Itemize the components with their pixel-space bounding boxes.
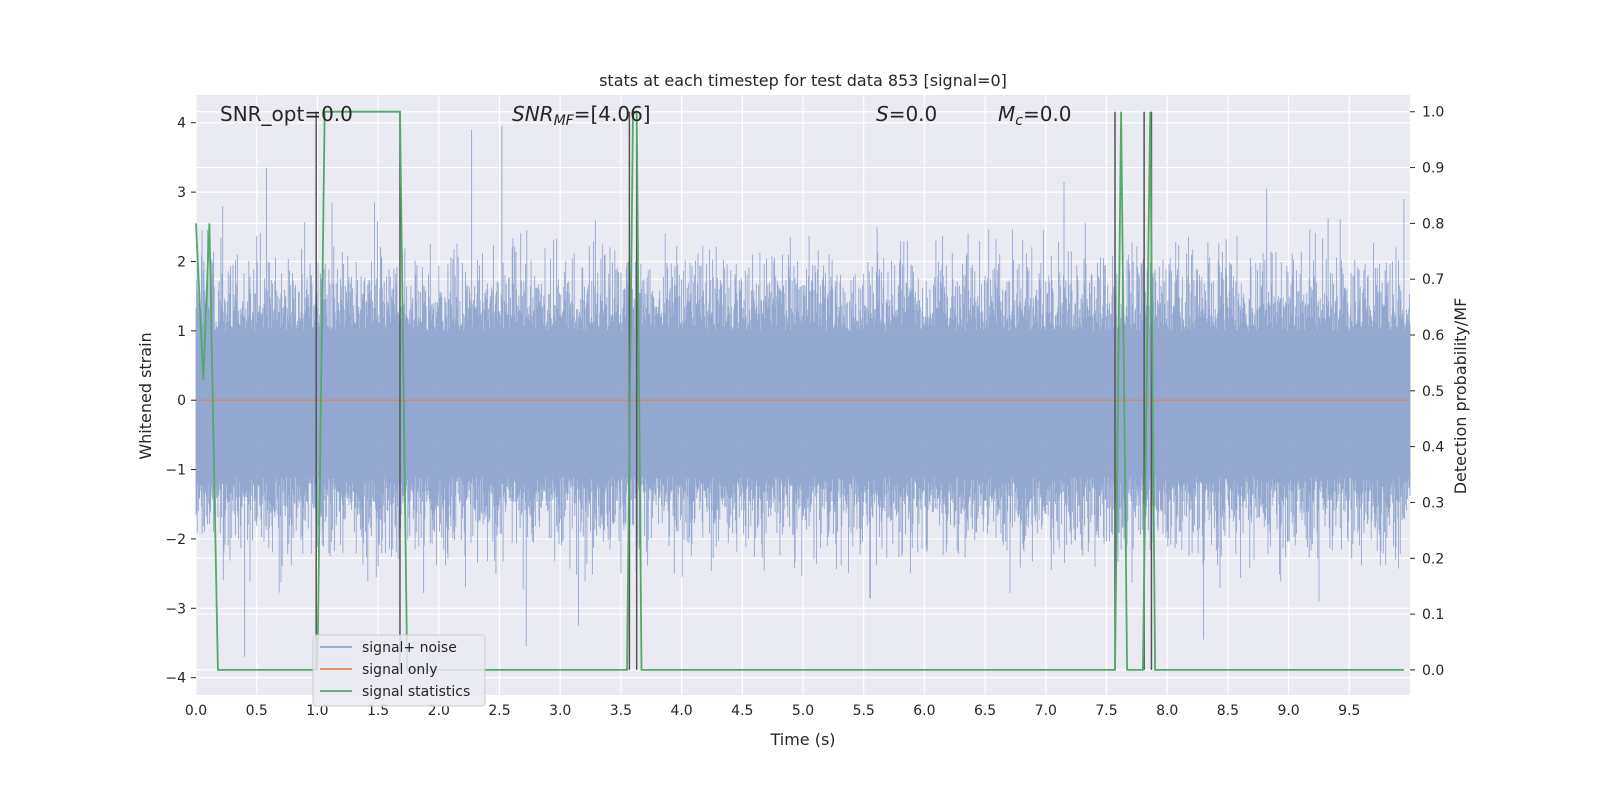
- x-tick-label: 9.5: [1338, 703, 1360, 719]
- y2-tick-label: 0.4: [1422, 440, 1444, 456]
- annotation-mc: Mc=0.0: [998, 102, 1072, 129]
- x-tick-label: 6.0: [913, 703, 935, 719]
- y2-axis-label: Detection probability/MF: [1451, 298, 1470, 495]
- y2-tick-label: 0.1: [1422, 607, 1444, 623]
- y2-tick-label: 1.0: [1422, 105, 1444, 121]
- x-tick-label: 3.5: [610, 703, 632, 719]
- x-tick-label: 2.0: [428, 703, 450, 719]
- y-tick-label: 2: [177, 254, 186, 270]
- y-tick-label: 0: [177, 393, 186, 409]
- legend-label-signal-only: signal only: [362, 662, 437, 678]
- x-tick-label: 6.5: [974, 703, 996, 719]
- series-signal-statistics: [195, 110, 1404, 671]
- y-tick-label: −2: [165, 532, 186, 548]
- legend-label-signal-statistics: signal statistics: [362, 684, 470, 700]
- axis-ticks: 0.0 0.5 1.0 1.5 2.0 2.5 3.0 3.5 4.0 4.5 5.0 5.5 6.0 6…: [165, 105, 1444, 719]
- series-signal-noise: [195, 126, 1411, 657]
- x-tick-label: 1.0: [306, 703, 328, 719]
- y-tick-label: −1: [165, 463, 186, 479]
- y-tick-label: 1: [177, 324, 186, 340]
- x-tick-label: 7.0: [1035, 703, 1057, 719]
- y-tick-label: 4: [177, 116, 186, 132]
- x-tick-label: 2.5: [488, 703, 510, 719]
- noise-series: [195, 126, 1411, 657]
- y2-tick-label: 0.8: [1422, 216, 1444, 232]
- y2-tick-label: 0.0: [1422, 663, 1444, 679]
- series-layer: [195, 110, 1410, 671]
- y2-tick-label: 0.5: [1422, 384, 1444, 400]
- y-axis-label: Whitened strain: [136, 332, 155, 459]
- legend-label-signal-noise: signal+ noise: [362, 640, 457, 656]
- x-tick-label: 4.5: [731, 703, 753, 719]
- x-tick-label: 5.5: [853, 703, 875, 719]
- x-axis-label: Time (s): [769, 730, 835, 749]
- x-tick-label: 0.5: [246, 703, 268, 719]
- x-tick-label: 8.5: [1217, 703, 1239, 719]
- y2-tick-label: 0.7: [1422, 272, 1444, 288]
- y2-tick-label: 0.6: [1422, 328, 1444, 344]
- x-tick-label: 1.5: [367, 703, 389, 719]
- legend: signal+ noise signal only signal statist…: [312, 634, 486, 707]
- y2-tick-label: 0.9: [1422, 161, 1444, 177]
- y2-tick-label: 0.2: [1422, 551, 1444, 567]
- y-tick-label: −3: [165, 601, 186, 617]
- annotation-snr-mf: SNRMF=[4.06]: [512, 102, 651, 129]
- x-tick-label: 3.0: [549, 703, 571, 719]
- x-tick-label: 5.0: [792, 703, 814, 719]
- y-tick-label: −4: [165, 671, 186, 687]
- annotation-s: S=0.0: [876, 102, 937, 126]
- x-tick-label: 9.0: [1277, 703, 1299, 719]
- x-tick-label: 8.0: [1156, 703, 1178, 719]
- x-tick-label: 7.5: [1095, 703, 1117, 719]
- annotation-snr-opt: SNR_opt=0.0: [220, 102, 353, 126]
- legend-box: [312, 634, 486, 707]
- y2-tick-label: 0.3: [1422, 495, 1444, 511]
- y-tick-label: 3: [177, 185, 186, 201]
- x-tick-label: 0.0: [185, 703, 207, 719]
- chart-title: stats at each timestep for test data 853…: [599, 71, 1007, 90]
- x-tick-label: 4.0: [670, 703, 692, 719]
